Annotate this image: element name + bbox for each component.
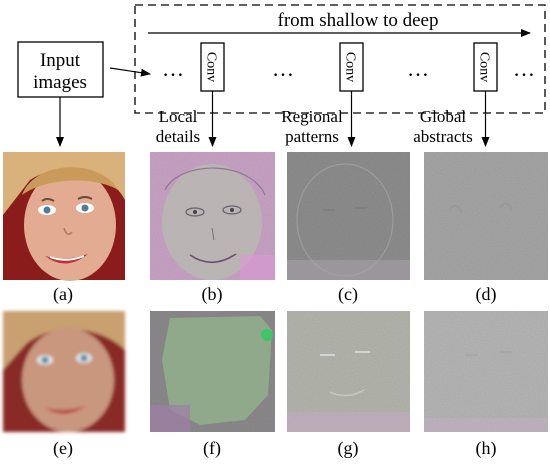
stage-label-regional-2: patterns	[285, 127, 339, 146]
caption-e: (e)	[53, 438, 73, 459]
input-to-network-arrow	[109, 67, 151, 77]
ellipsis-1: …	[162, 56, 184, 81]
feature-map-c	[287, 152, 410, 280]
feature-map-f	[150, 311, 275, 432]
ellipsis-3: …	[407, 56, 429, 81]
input-label-line1: Input	[40, 50, 81, 71]
face-image-a	[3, 152, 125, 281]
caption-d: (d)	[476, 284, 497, 305]
feature-map-g	[287, 311, 410, 432]
stage-label-global-1: Global	[420, 107, 467, 126]
conv-label-3: Conv	[477, 52, 492, 82]
input-images-box	[17, 41, 104, 98]
caption-c: (c)	[338, 284, 358, 305]
input-label-line2: images	[33, 72, 87, 93]
caption-a: (a)	[53, 284, 73, 305]
conv-block-3: Conv	[473, 42, 498, 92]
stage-label-local-1: Local	[159, 107, 198, 126]
ellipsis-2: …	[272, 56, 294, 81]
caption-g: (g)	[338, 438, 359, 459]
feature-map-b	[150, 152, 275, 280]
arrow-caption: from shallow to deep	[278, 10, 439, 31]
face-image-e	[3, 311, 125, 432]
conv-label-2: Conv	[343, 52, 358, 82]
caption-h: (h)	[476, 438, 497, 459]
caption-f: (f)	[203, 438, 221, 459]
feature-map-h	[424, 311, 548, 432]
stage-label-regional-1: Regional	[281, 107, 343, 126]
caption-b: (b)	[202, 284, 223, 305]
conv-block-2: Conv	[339, 42, 364, 92]
stage-label-global-2: abstracts	[413, 127, 472, 146]
stage-label-local-2: details	[156, 127, 200, 146]
feature-map-d	[424, 152, 548, 280]
conv-block-1: Conv	[200, 42, 225, 92]
ellipsis-4: …	[513, 56, 535, 81]
conv-label-1: Conv	[204, 52, 219, 82]
network-dashed-box	[134, 4, 546, 114]
